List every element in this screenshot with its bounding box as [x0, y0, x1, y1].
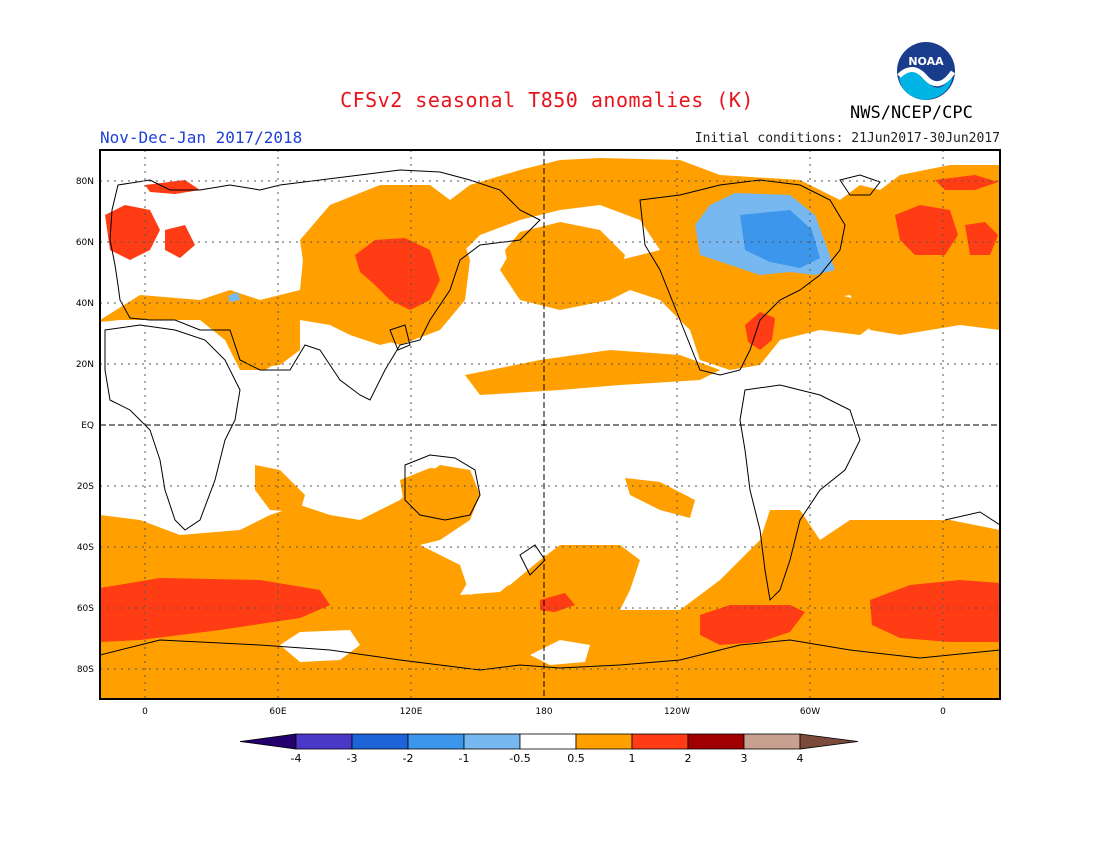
noaa-logo: NOAA: [895, 40, 957, 106]
africa-east-outline: [944, 511, 1000, 526]
hot-south-pacific-east: [700, 605, 805, 645]
lat-label: 60S: [77, 604, 94, 614]
legend-label: 4: [797, 752, 804, 765]
lat-label: 40N: [76, 299, 94, 309]
legend-swatch: [575, 733, 633, 750]
legend-label: 3: [741, 752, 748, 765]
hot-us-east: [745, 312, 775, 350]
legend-label: -1: [459, 752, 470, 765]
lat-label: 80N: [76, 177, 94, 187]
legend-swatch: [407, 733, 465, 750]
legend-arrow-min: [239, 733, 297, 750]
cool-spot-europe: [228, 292, 240, 302]
legend-swatch: [295, 733, 353, 750]
legend-swatch: [631, 733, 689, 750]
africa-outline: [104, 324, 241, 531]
hot-south-atlantic: [100, 578, 330, 642]
hot-scandinavia: [105, 205, 160, 260]
lon-axis: 0 60E 120E 180 120W 60W 0: [142, 707, 946, 717]
lat-label: 60N: [76, 238, 94, 248]
lat-axis: 80N 60N 40N 20N EQ 20S 40S 60S 80S: [76, 177, 94, 675]
legend-label: 1: [629, 752, 636, 765]
japan-outline: [389, 324, 411, 351]
lon-label: 0: [940, 707, 946, 717]
lon-label: 60E: [269, 707, 286, 717]
legend-label: -3: [347, 752, 358, 765]
legend-swatch: [351, 733, 409, 750]
lat-label: 40S: [77, 543, 94, 553]
legend-swatch: [687, 733, 745, 750]
initial-conditions-label: Initial conditions: 21Jun2017-30Jun2017: [694, 131, 1000, 146]
legend-swatch: [463, 733, 521, 750]
greenland-outline: [839, 174, 881, 196]
hot-east-europe-2: [965, 222, 998, 255]
lat-label: EQ: [81, 421, 94, 431]
legend-label: -2: [403, 752, 414, 765]
warm-pacific-band: [465, 350, 720, 395]
antarctica-outline: [100, 639, 1000, 671]
australia-outline: [404, 454, 481, 521]
new-zealand-outline: [519, 544, 546, 576]
legend-swatch: [743, 733, 801, 750]
coastlines: [100, 169, 1000, 671]
hot-south-indian: [870, 580, 1000, 642]
neutral-antarctic-1: [280, 630, 360, 662]
lon-label: 60W: [800, 707, 820, 717]
eurasia-outline: [109, 169, 541, 401]
lon-label: 180: [535, 707, 552, 717]
season-label: Nov-Dec-Jan 2017/2018: [100, 128, 303, 147]
neutral-antarctic-2: [530, 640, 590, 665]
warm-indian-ocean: [255, 465, 305, 512]
lon-label: 120E: [400, 707, 423, 717]
warm-middle-east: [230, 305, 300, 370]
lon-label: 120W: [664, 707, 690, 717]
legend-label: -4: [291, 752, 302, 765]
lat-label: 20S: [77, 482, 94, 492]
agency-label: NWS/NCEP/CPC: [850, 103, 973, 123]
legend-swatch: [519, 733, 577, 750]
legend-arrow-max: [799, 733, 859, 750]
hot-siberia: [355, 238, 440, 310]
neutral-south-pacific: [460, 560, 520, 595]
lat-label: 80S: [77, 665, 94, 675]
north-america-outline: [639, 179, 846, 376]
logo-text: NOAA: [908, 55, 944, 68]
hot-south-pacific-small: [540, 593, 575, 612]
warm-australia: [400, 468, 480, 520]
equator-dateline: [100, 150, 1000, 699]
legend-label: 0.5: [567, 752, 585, 765]
cooler-canada-core: [740, 210, 820, 268]
hot-arctic-2: [935, 175, 998, 190]
legend-label: 2: [685, 752, 692, 765]
map-frame: [99, 149, 1001, 700]
south-america-outline: [739, 384, 861, 602]
lon-label: 0: [142, 707, 148, 717]
hot-scandinavia-east: [895, 205, 958, 255]
lat-label: 20N: [76, 360, 94, 370]
color-legend: -4 -3 -2 -1 -0.5 0.5 1 2 3 4: [239, 733, 859, 765]
hot-east-europe: [165, 225, 195, 258]
legend-label: -0.5: [509, 752, 530, 765]
chart-title: CFSv2 seasonal T850 anomalies (K): [340, 88, 754, 112]
warm-north-atlantic: [700, 290, 880, 370]
gridlines: [100, 150, 1000, 699]
